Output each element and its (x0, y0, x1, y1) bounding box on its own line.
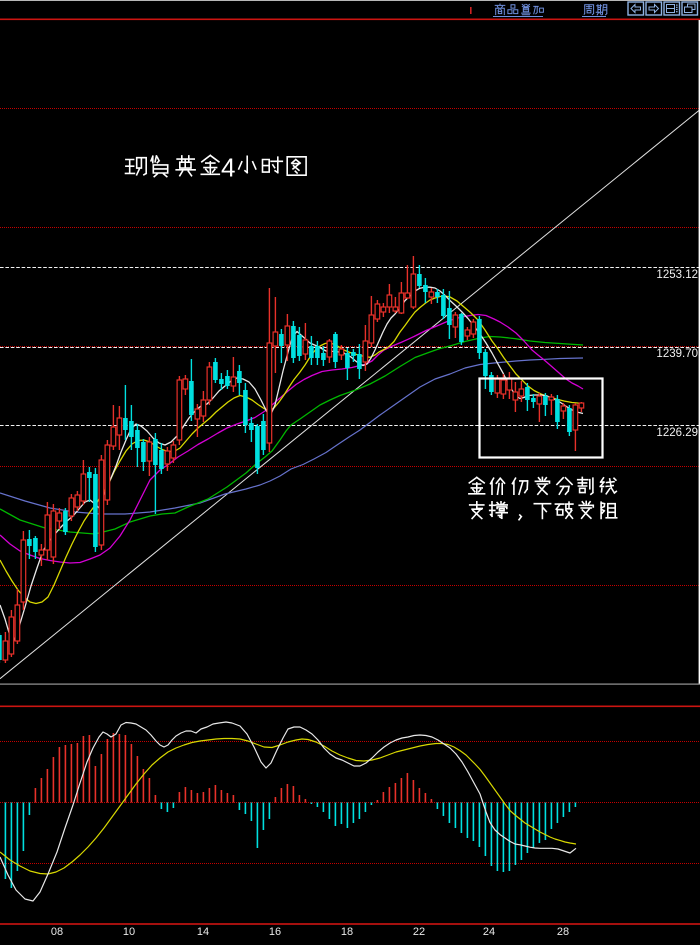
svg-text:22: 22 (413, 926, 425, 938)
svg-text:08: 08 (51, 926, 63, 938)
svg-text:24: 24 (483, 926, 495, 938)
svg-text:10: 10 (123, 926, 135, 938)
svg-text:16: 16 (269, 926, 281, 938)
svg-text:1239.70: 1239.70 (656, 348, 698, 360)
svg-text:1226.29: 1226.29 (656, 427, 698, 439)
svg-text:4: 4 (221, 153, 235, 183)
svg-text:18: 18 (341, 926, 353, 938)
svg-text:1253.12: 1253.12 (656, 269, 698, 281)
svg-text:14: 14 (197, 926, 209, 938)
svg-text:28: 28 (557, 926, 569, 938)
